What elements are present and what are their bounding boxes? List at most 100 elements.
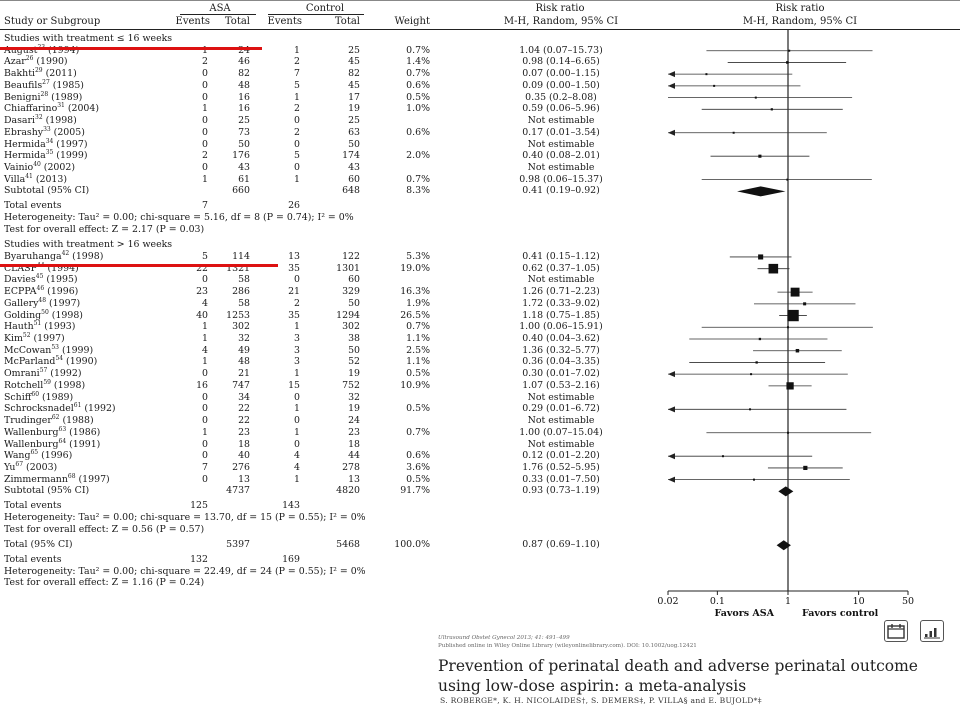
- risk-ratio: 0.87 (0.69–1.10): [522, 539, 600, 551]
- weight: 16.3%: [400, 286, 430, 298]
- asa-total: 82: [238, 68, 250, 80]
- study-name: Ebrashy33 (2005): [4, 125, 85, 138]
- asa-events: 1: [202, 103, 208, 115]
- rr-method-header: M-H, Random, 95% CI: [503, 16, 619, 27]
- asa-total: 4737: [226, 485, 250, 497]
- table-row: Ebrashy33 (2005) 0 73 2 63 0.6% 0.17 (0.01–3.5…: [0, 125, 960, 139]
- table-row: Hermida34 (1997) 0 50 0 50 Not estimable: [0, 138, 960, 151]
- ctrl-events: 3: [294, 344, 300, 356]
- table-row: Davies45 (1995) 0 58 0 60 Not estimable: [0, 274, 960, 286]
- summary-diamond: [737, 186, 786, 197]
- risk-ratio: 0.93 (0.73–1.19): [522, 485, 600, 497]
- weight: 1.1%: [406, 333, 430, 344]
- ctrl-events: 0: [294, 415, 300, 426]
- ctrl-total: 752: [342, 379, 360, 391]
- study-name: Dasari32 (1998): [4, 113, 77, 126]
- ctrl-events: 4: [294, 461, 300, 473]
- study-ref: 42: [61, 249, 70, 257]
- table-row: Vainio40 (2002) 0 43 0 43 Not estimable: [0, 160, 960, 174]
- risk-ratio: Not estimable: [527, 138, 595, 150]
- asa-events: 0: [202, 438, 208, 450]
- weight: 91.7%: [400, 485, 430, 497]
- ctrl-events: 0: [294, 161, 300, 173]
- asa-events-header: Events: [175, 16, 210, 27]
- risk-ratio: 1.00 (0.07–15.04): [519, 426, 603, 438]
- risk-ratio: 0.41 (0.15–1.12): [522, 251, 600, 262]
- effect-square: [713, 84, 716, 87]
- asa-events: 22: [196, 262, 208, 274]
- weight: 2.5%: [406, 344, 430, 356]
- effect-square: [750, 373, 753, 376]
- table-row: Gallery48 (1997) 4 58 2 50 1.9% 1.72 (0.33–9.0…: [0, 297, 960, 310]
- effect-square: [786, 178, 789, 181]
- asa-events: 125: [190, 500, 208, 512]
- risk-ratio: 0.40 (0.04–3.62): [522, 333, 600, 344]
- table-row: Golding50 (1998) 40 1253 35 1294 26.5% 1.18 (0…: [0, 308, 960, 322]
- ci-arrow: [668, 453, 675, 460]
- header-row-columns: Study or Subgroup Events Total Events To…: [0, 16, 960, 28]
- weight-header: Weight: [394, 16, 430, 27]
- table-row: Wallenburg64 (1991) 0 18 0 18 Not estimable: [0, 437, 960, 451]
- ctrl-total: 45: [348, 79, 360, 91]
- heterogeneity-row: Heterogeneity: Tau² = 0.00; chi-square =…: [0, 512, 960, 524]
- asa-total: 25: [238, 115, 250, 126]
- ctrl-total: 1301: [336, 262, 360, 274]
- ctrl-events: 2: [294, 297, 300, 309]
- ctrl-events: 21: [288, 286, 300, 298]
- asa-total: 48: [238, 79, 250, 91]
- ctrl-total: 52: [348, 356, 360, 368]
- table-row: Schiff60 (1989) 0 34 0 32 Not estimable: [0, 391, 960, 404]
- bar-chart-icon[interactable]: [920, 620, 944, 642]
- summary-diamond: [778, 486, 794, 497]
- asa-events: 0: [202, 368, 208, 380]
- ctrl-events: 15: [288, 379, 300, 391]
- study-ref: 40: [33, 160, 41, 168]
- study-name: Golding50 (1998): [4, 308, 83, 321]
- study-name: Wallenburg64 (1991): [4, 437, 101, 450]
- table-row: Wang65 (1996) 0 40 4 44 0.6% 0.12 (0.01–2.20): [0, 450, 960, 462]
- asa-events: 1: [202, 356, 208, 368]
- study-ref: 32: [35, 113, 43, 121]
- study-ref: 26: [25, 55, 34, 63]
- weight: 100.0%: [394, 539, 430, 551]
- table-row: Benigni28 (1989) 0 16 1 17 0.5% 0.35 (0.2–8.08…: [0, 90, 960, 104]
- asa-total: 49: [238, 344, 250, 356]
- table-row: Hauth51 (1993) 1 302 1 302 0.7% 1.00 (0.06–15.…: [0, 321, 960, 333]
- asa-total: 1253: [226, 309, 250, 321]
- heterogeneity-row: Heterogeneity: Tau² = 0.00; chi-square =…: [0, 212, 960, 224]
- weight: 26.5%: [400, 309, 430, 321]
- ctrl-events: 4: [294, 450, 300, 462]
- asa-events: 0: [202, 115, 208, 126]
- study-name: Benigni28 (1989): [4, 90, 83, 103]
- study-name: Yu67 (2003): [4, 460, 58, 473]
- table-row: Omrani57 (1992) 0 21 1 19 0.5% 0.30 (0.01–7.02…: [0, 368, 960, 380]
- asa-total: 50: [238, 138, 250, 150]
- paper-title-line2: using low-dose aspirin: a meta-analysis: [438, 677, 747, 695]
- effect-square: [787, 309, 799, 322]
- study-ref: 29: [34, 67, 43, 75]
- asa-total: 43: [238, 161, 250, 173]
- subtotal-label: Subtotal (95% CI): [4, 485, 90, 497]
- ci-arrow: [668, 82, 675, 89]
- favors-asa-label: Favors ASA: [714, 608, 774, 619]
- study-name: Bakhti29 (2011): [4, 67, 77, 80]
- effect-square: [758, 154, 762, 158]
- weight: 0.7%: [406, 68, 430, 80]
- favors-control-label: Favors control: [802, 608, 879, 619]
- x-tick-label: 0.02: [657, 596, 678, 607]
- table-row: Zimmermann68 (1997) 0 13 1 13 0.5% 0.33 (0.01–…: [0, 473, 960, 486]
- total-events-label: Total events: [4, 554, 62, 565]
- weight: 1.4%: [406, 56, 430, 68]
- study-name: Azar26 (1990): [4, 55, 68, 68]
- table-row: Bakhti29 (2011) 0 82 7 82 0.7% 0.07 (0.00–1.15…: [0, 68, 960, 80]
- effect-square: [787, 326, 789, 329]
- risk-ratio: Not estimable: [527, 438, 595, 450]
- calendar-icon[interactable]: [884, 620, 908, 642]
- asa-total: 16: [238, 103, 250, 115]
- study-ref: 52: [22, 331, 31, 339]
- effect-square: [752, 478, 755, 481]
- effect-square: [803, 465, 808, 471]
- asa-events: 1: [202, 173, 208, 185]
- asa-group-rule: [180, 14, 256, 15]
